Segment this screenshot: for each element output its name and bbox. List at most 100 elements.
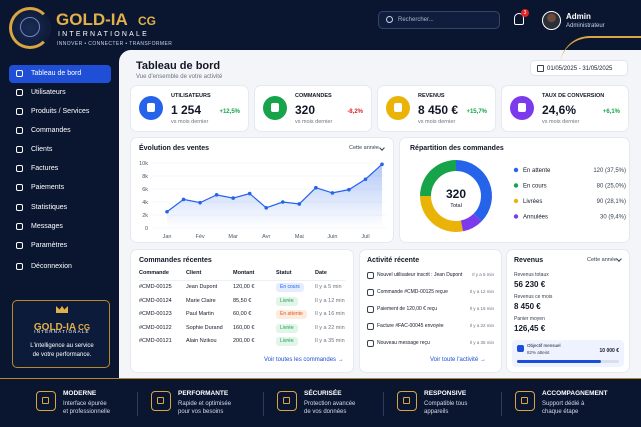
brand-suffix: CG bbox=[138, 14, 156, 28]
promo-brand: GOLD-IA bbox=[33, 322, 77, 333]
table-cell: 160,00 € bbox=[233, 324, 255, 331]
logo-globe bbox=[20, 17, 40, 37]
kpi-icon bbox=[386, 96, 410, 120]
activity-text: Paiement de 120,00 € reçu bbox=[377, 306, 438, 312]
brand-sub: INTERNATIONALE bbox=[58, 31, 149, 38]
feature-desc: appareils bbox=[424, 409, 449, 415]
promo-box: GOLD-IA CG INTERNATIONALE L'intelligence au… bbox=[12, 300, 110, 368]
notification-bell[interactable] bbox=[514, 13, 524, 25]
orders-distribution-card: Répartition des commandes bbox=[400, 138, 629, 242]
menu-item[interactable]: Statistiques bbox=[9, 199, 111, 217]
menu-item[interactable]: Produits / Services bbox=[9, 103, 111, 121]
kpi-label: COMMANDES bbox=[295, 93, 332, 99]
table-cell: 60,00 € bbox=[233, 311, 252, 317]
menu-label[interactable]: Paiements bbox=[31, 184, 65, 191]
menu-label[interactable]: Utilisateurs bbox=[31, 89, 66, 96]
menu-label[interactable]: Factures bbox=[31, 165, 59, 172]
table-header: Date bbox=[315, 270, 327, 276]
menu-item[interactable]: Messages bbox=[9, 218, 111, 236]
menu-icon bbox=[16, 204, 23, 211]
menu-icon bbox=[16, 70, 23, 77]
table-header: Client bbox=[186, 270, 202, 276]
kpi-label: REVENUS bbox=[418, 93, 445, 99]
kpi-change: +15,7% bbox=[466, 109, 487, 115]
feature-glyph bbox=[403, 397, 410, 404]
activity-icon bbox=[367, 340, 374, 347]
stat-label: Revenus ce mois bbox=[514, 294, 553, 300]
crown-icon bbox=[56, 306, 68, 313]
menu-item[interactable]: Tableau de bord bbox=[9, 65, 111, 83]
table-cell: Alain Nzikou bbox=[186, 338, 217, 344]
menu-item[interactable]: Paiements bbox=[9, 179, 111, 197]
kpi-card: REVENUS 8 450 € +15,7% vs mois dernier bbox=[378, 86, 495, 131]
activity-icon bbox=[367, 306, 374, 313]
status-pill: Livrée bbox=[276, 296, 298, 306]
table-cell: Jean Dupont bbox=[186, 284, 218, 290]
promo-sub: INTERNATIONALE bbox=[34, 329, 90, 334]
menu-label[interactable]: Commandes bbox=[31, 127, 71, 134]
feature-desc: Support dédié à bbox=[542, 401, 585, 407]
activity-icon bbox=[367, 289, 374, 296]
view-all-link[interactable]: Voir toutes les commandes → bbox=[264, 357, 344, 363]
date-range[interactable]: 01/05/2025 - 31/05/2025 bbox=[547, 66, 613, 72]
menu-item[interactable]: Utilisateurs bbox=[9, 84, 111, 102]
menu-item[interactable]: Déconnexion bbox=[9, 258, 111, 276]
search-placeholder[interactable]: Rechercher... bbox=[398, 17, 434, 23]
stat-value: 56 230 € bbox=[514, 280, 546, 289]
feature-divider bbox=[263, 392, 264, 416]
goal-label: Objectif mensuel bbox=[527, 343, 561, 348]
tagline: INNOVER • CONNECTER • TRANSFORMER bbox=[57, 41, 173, 47]
kpi-icon bbox=[139, 96, 163, 120]
menu-label[interactable]: Paramètres bbox=[31, 242, 68, 249]
menu-label[interactable]: Déconnexion bbox=[31, 263, 72, 270]
kpi-glyph bbox=[147, 103, 155, 112]
period-select[interactable]: Cette année bbox=[349, 145, 379, 151]
feature-desc: Rapide et optimisée bbox=[178, 401, 232, 407]
menu-label[interactable]: Statistiques bbox=[31, 204, 68, 211]
table-header: Statut bbox=[276, 270, 292, 276]
menu-item[interactable]: Factures bbox=[9, 160, 111, 178]
feature-divider bbox=[383, 392, 384, 416]
date-picker[interactable]: 01/05/2025 - 31/05/2025 bbox=[530, 60, 628, 76]
activity-card: Activité récente Nouvel utilisateur inscr… bbox=[360, 250, 501, 372]
table-cell: #CMD-00124 bbox=[139, 297, 172, 304]
kpi-value: 24,6% bbox=[542, 103, 577, 117]
search-box[interactable]: Rechercher... bbox=[378, 11, 500, 29]
page-subtitle: Vue d'ensemble de votre activité bbox=[136, 74, 223, 80]
menu-item[interactable]: Commandes bbox=[9, 122, 111, 140]
menu-icon bbox=[16, 89, 23, 96]
menu-label[interactable]: Tableau de bord bbox=[31, 70, 82, 77]
recent-orders-card: Commandes récentes Commande Client Montant S… bbox=[131, 250, 353, 372]
goal-status: 82% atteint bbox=[527, 350, 550, 355]
header-accent bbox=[560, 36, 641, 66]
menu-label[interactable]: Messages bbox=[31, 223, 63, 230]
feature-glyph bbox=[521, 397, 528, 404]
period-select[interactable]: Cette année bbox=[587, 257, 617, 263]
calendar-icon bbox=[537, 65, 544, 72]
table-cell: Paul Martin bbox=[186, 311, 214, 317]
menu-item[interactable]: Paramètres bbox=[9, 237, 111, 255]
menu-icon bbox=[16, 146, 23, 153]
kpi-change: +12,5% bbox=[219, 109, 240, 115]
goal-target: 10 000 € bbox=[599, 348, 619, 354]
table-cell: Il y a 35 min bbox=[315, 338, 345, 344]
table-cell: 120,00 € bbox=[233, 284, 255, 290]
menu-label[interactable]: Produits / Services bbox=[31, 108, 90, 115]
table-cell: #CMD-00122 bbox=[139, 324, 172, 331]
kpi-card: UTILISATEURS 1 254 +12,5% vs mois dernier bbox=[131, 86, 248, 131]
table-cell: Il y a 22 min bbox=[315, 324, 345, 331]
avatar[interactable] bbox=[542, 11, 561, 30]
feature-desc: et professionnelle bbox=[63, 409, 111, 415]
table-cell: #CMD-00121 bbox=[139, 338, 172, 344]
feature-desc: pour vos besoins bbox=[178, 409, 224, 415]
kpi-glyph bbox=[518, 103, 526, 112]
card-title: Activité récente bbox=[367, 257, 420, 264]
card-title: Répartition des commandes bbox=[410, 145, 504, 152]
kpi-label: UTILISATEURS bbox=[171, 93, 211, 99]
kpi-change: -8,2% bbox=[347, 109, 363, 115]
table-cell: 85,50 € bbox=[233, 297, 252, 304]
feature-title: SÉCURISÉE bbox=[304, 390, 342, 397]
view-all-link[interactable]: Voir toute l'activité → bbox=[430, 357, 486, 363]
menu-item[interactable]: Clients bbox=[9, 141, 111, 159]
menu-label[interactable]: Clients bbox=[31, 146, 53, 153]
